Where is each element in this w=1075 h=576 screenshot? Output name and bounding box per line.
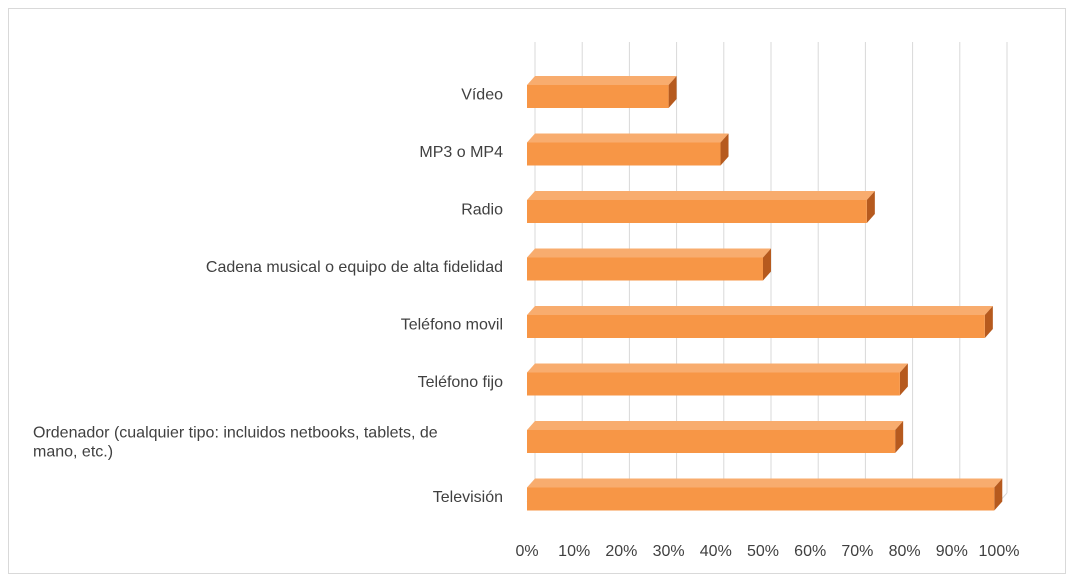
tick-label: 0%	[515, 543, 538, 560]
bar	[527, 421, 904, 453]
tick-label: 100%	[979, 543, 1020, 560]
category-label: Televisión	[433, 489, 503, 506]
bar-front	[527, 85, 669, 108]
bar-top	[527, 306, 993, 315]
category-label-line: mano, etc.)	[33, 444, 113, 461]
category-label: Vídeo	[461, 87, 503, 104]
bar	[527, 363, 908, 396]
bar-front	[527, 372, 900, 396]
bar-top	[527, 76, 677, 85]
x-axis-tick-labels: 0% 10% 20% 30% 40% 50% 60% 70% 80% 90% 100%	[515, 543, 1019, 560]
bar-top	[527, 478, 1003, 488]
tick-label: 10%	[558, 543, 590, 560]
category-label: Teléfono fijo	[418, 374, 503, 391]
bar	[527, 133, 729, 166]
tick-label: 70%	[841, 543, 873, 560]
tick-label: 20%	[605, 543, 637, 560]
category-label-line: Ordenador (cualquier tipo: incluidos net…	[33, 425, 438, 442]
bar-front	[527, 257, 763, 281]
category-label: Radio	[461, 202, 503, 219]
tick-label: 90%	[936, 543, 968, 560]
bar-front	[527, 142, 721, 166]
bar-front	[527, 200, 867, 223]
bar-side	[720, 133, 729, 166]
bar-top	[527, 421, 904, 430]
bar-top	[527, 191, 875, 200]
bar-side	[866, 191, 875, 223]
bar-side	[763, 248, 771, 281]
category-labels: Vídeo MP3 o MP4 Radio Cadena musical o equi…	[33, 87, 503, 507]
tick-label: 40%	[700, 543, 732, 560]
category-label: MP3 o MP4	[419, 144, 503, 161]
tick-label: 50%	[747, 543, 779, 560]
bar-side	[895, 421, 904, 453]
bar-side	[668, 76, 677, 108]
bar	[527, 248, 771, 281]
bar	[527, 306, 993, 338]
bar-top	[527, 248, 771, 258]
bar-side	[899, 363, 908, 396]
bar	[527, 191, 875, 223]
bar-front	[527, 487, 995, 511]
bars	[527, 76, 1003, 511]
tick-label: 60%	[794, 543, 826, 560]
bar-side	[994, 478, 1003, 511]
bar-front	[527, 315, 985, 338]
bar	[527, 76, 677, 108]
bar-front	[527, 430, 896, 453]
category-label: Teléfono movil	[401, 317, 503, 334]
chart-frame: Vídeo MP3 o MP4 Radio Cadena musical o equi…	[8, 8, 1066, 574]
tick-label: 30%	[653, 543, 685, 560]
bar	[527, 478, 1003, 511]
tick-label: 80%	[889, 543, 921, 560]
bar-top	[527, 133, 729, 143]
category-label: Cadena musical o equipo de alta fidelida…	[206, 259, 503, 276]
bar-chart: Vídeo MP3 o MP4 Radio Cadena musical o equi…	[33, 42, 1019, 560]
bar-top	[527, 363, 908, 373]
bar-side	[984, 306, 993, 338]
category-label: Ordenador (cualquier tipo: incluidos net…	[33, 425, 438, 461]
